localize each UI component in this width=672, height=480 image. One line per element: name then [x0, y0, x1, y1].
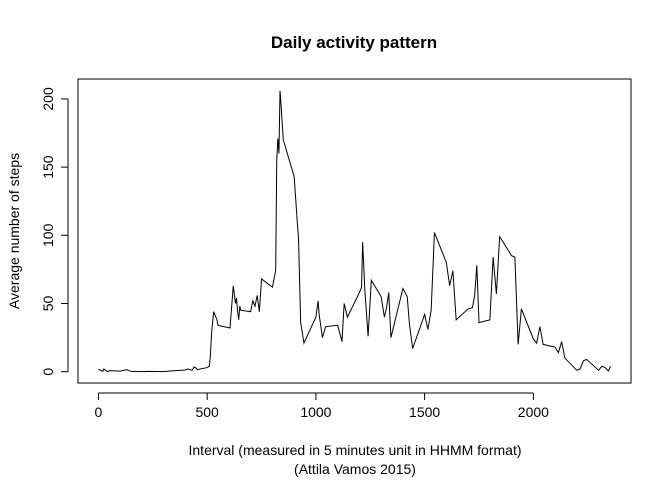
x-tick-label: 1000: [300, 404, 331, 420]
x-tick-label: 2000: [518, 404, 549, 420]
x-tick-label: 0: [95, 404, 103, 420]
x-tick-label: 500: [195, 404, 219, 420]
chart-title: Daily activity pattern: [271, 33, 437, 52]
x-tick-label: 1500: [409, 404, 440, 420]
y-tick-label: 150: [40, 155, 56, 179]
x-axis-label: Interval (measured in 5 minutes unit in …: [189, 442, 522, 458]
plot-frame: [77, 78, 632, 384]
y-tick-label: 200: [40, 87, 56, 111]
series-line: [98, 90, 612, 373]
x-axis: 0 500 1000 1500 2000: [95, 392, 549, 420]
y-axis-label: Average number of steps: [6, 153, 22, 309]
y-tick-label: 100: [40, 223, 56, 247]
y-tick-label: 50: [40, 295, 56, 311]
x-axis-sublabel: (Attila Vamos 2015): [294, 461, 416, 477]
y-axis: 0 50 100 150 200: [40, 87, 69, 376]
y-tick-label: 0: [40, 368, 56, 376]
